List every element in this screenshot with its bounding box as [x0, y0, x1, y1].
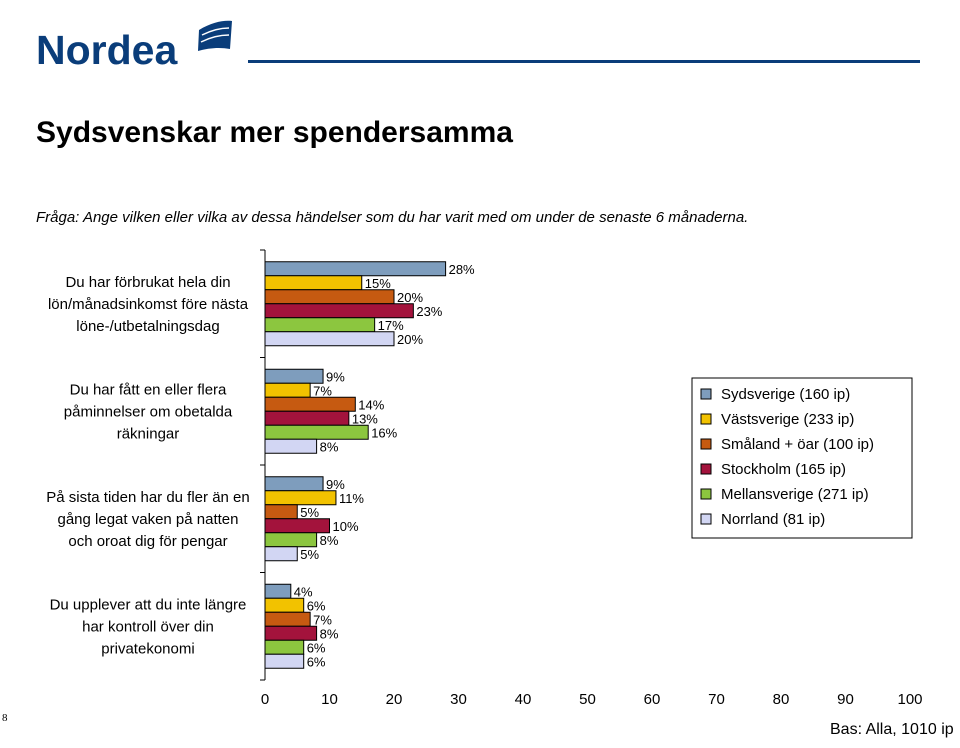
- legend-label: Mellansverige (271 ip): [721, 486, 869, 503]
- bar: [264, 289, 395, 305]
- data-label: 6%: [307, 598, 326, 613]
- bar: [264, 396, 356, 412]
- data-label: 13%: [352, 411, 378, 426]
- category-label: har kontroll över din: [82, 618, 214, 635]
- bar: [264, 331, 395, 347]
- category-label: löne-/utbetalningsdag: [76, 318, 219, 335]
- data-label: 17%: [378, 318, 404, 333]
- bar: [264, 424, 369, 440]
- category-label: Du har fått en eller flera: [70, 381, 227, 398]
- data-label: 6%: [307, 654, 326, 669]
- data-label: 9%: [326, 369, 345, 384]
- bar: [264, 583, 292, 599]
- bar: [264, 532, 318, 548]
- data-label: 14%: [358, 397, 384, 412]
- data-label: 8%: [320, 626, 339, 641]
- data-label: 23%: [416, 304, 442, 319]
- page-number: 8: [2, 712, 8, 724]
- x-tick-label: 30: [450, 691, 467, 708]
- data-label: 20%: [397, 332, 423, 347]
- bar: [264, 410, 350, 426]
- bar: [264, 368, 324, 384]
- legend-swatch: [700, 463, 712, 475]
- data-label: 8%: [320, 439, 339, 454]
- data-label: 5%: [300, 547, 319, 562]
- bar: [264, 611, 311, 627]
- data-label: 10%: [333, 519, 359, 534]
- x-tick-label: 90: [837, 691, 854, 708]
- category-label: räkningar: [117, 425, 180, 442]
- bar: [264, 476, 324, 492]
- x-tick-label: 20: [386, 691, 403, 708]
- legend-swatch: [700, 488, 712, 500]
- bar: [264, 546, 298, 562]
- x-tick-label: 70: [708, 691, 725, 708]
- bar: [264, 303, 414, 319]
- bar: [264, 261, 447, 277]
- x-tick-label: 40: [515, 691, 532, 708]
- legend-label: Småland + öar (100 ip): [721, 436, 874, 453]
- base-note: Bas: Alla, 1010 ip: [830, 721, 954, 738]
- legend-swatch: [700, 388, 712, 400]
- category-label: privatekonomi: [101, 640, 194, 657]
- data-label: 9%: [326, 477, 345, 492]
- x-tick-label: 10: [321, 691, 338, 708]
- data-label: 7%: [313, 612, 332, 627]
- x-tick-label: 60: [644, 691, 661, 708]
- category-label: På sista tiden har du fler än en: [46, 489, 249, 506]
- legend-label: Stockholm (165 ip): [721, 461, 846, 478]
- legend-swatch: [700, 438, 712, 450]
- bar: [264, 518, 330, 534]
- legend-swatch: [700, 513, 712, 525]
- bar: [264, 438, 318, 454]
- x-tick-label: 50: [579, 691, 596, 708]
- data-label: 8%: [320, 533, 339, 548]
- bar: [264, 625, 318, 641]
- nordea-logo: Nordea: [36, 20, 232, 70]
- slide-title: Sydsvenskar mer spendersamma: [36, 116, 513, 149]
- survey-question: Fråga: Ange vilken eller vilka av dessa …: [36, 209, 749, 226]
- category-label: och oroat dig för pengar: [68, 533, 227, 550]
- x-tick-label: 80: [773, 691, 790, 708]
- bar: [264, 382, 311, 398]
- logo-wordmark: Nordea: [36, 27, 178, 70]
- bar: [264, 639, 305, 655]
- category-label: gång legat vaken på natten: [58, 511, 239, 528]
- legend-label: Västsverige (233 ip): [721, 411, 854, 428]
- legend-label: Sydsverige (160 ip): [721, 386, 850, 403]
- data-label: 11%: [339, 491, 364, 506]
- data-label: 7%: [313, 383, 332, 398]
- data-label: 5%: [300, 505, 319, 520]
- bar: [264, 317, 376, 333]
- header-rule: [248, 60, 920, 63]
- data-label: 15%: [365, 276, 391, 291]
- data-label: 28%: [449, 262, 475, 277]
- category-label: Du har förbrukat hela din: [65, 274, 230, 291]
- bar: [264, 490, 337, 506]
- x-tick-label: 100: [897, 691, 922, 708]
- legend-box: [691, 377, 913, 539]
- bar: [264, 597, 305, 613]
- category-label: Du upplever att du inte längre: [50, 596, 247, 613]
- bar: [264, 653, 305, 669]
- category-label: påminnelser om obetalda: [64, 403, 233, 420]
- bar: [264, 275, 363, 291]
- data-label: 16%: [371, 425, 397, 440]
- legend-label: Norrland (81 ip): [721, 511, 825, 528]
- data-label: 6%: [307, 640, 326, 655]
- x-tick-label: 0: [261, 691, 269, 708]
- data-label: 4%: [294, 584, 313, 599]
- category-label: lön/månadsinkomst före nästa: [48, 296, 249, 313]
- bar: [264, 504, 298, 520]
- legend-swatch: [700, 413, 712, 425]
- data-label: 20%: [397, 290, 423, 305]
